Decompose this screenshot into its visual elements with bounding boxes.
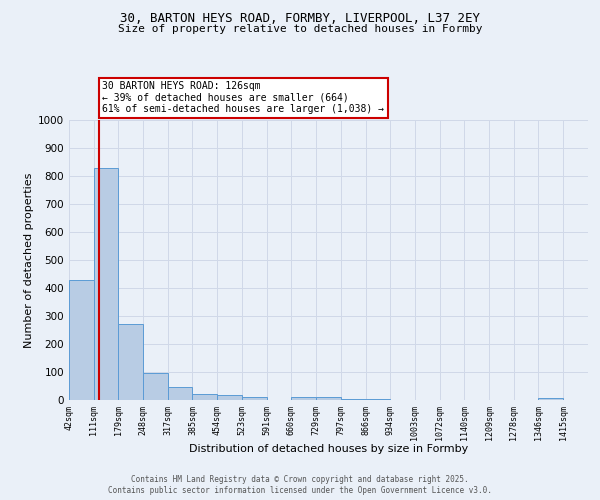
Bar: [242, 396, 266, 400]
Text: Size of property relative to detached houses in Formby: Size of property relative to detached ho…: [118, 24, 482, 34]
Bar: [193, 394, 217, 400]
Text: 30 BARTON HEYS ROAD: 126sqm
← 39% of detached houses are smaller (664)
61% of se: 30 BARTON HEYS ROAD: 126sqm ← 39% of det…: [102, 81, 384, 114]
Bar: [341, 398, 365, 400]
Bar: [118, 324, 143, 400]
Bar: [168, 388, 193, 400]
Bar: [94, 168, 118, 400]
Text: 30, BARTON HEYS ROAD, FORMBY, LIVERPOOL, L37 2EY: 30, BARTON HEYS ROAD, FORMBY, LIVERPOOL,…: [120, 12, 480, 26]
Bar: [69, 280, 94, 400]
Bar: [538, 398, 563, 400]
Bar: [316, 397, 341, 400]
Bar: [292, 397, 316, 400]
Bar: [365, 398, 390, 400]
Text: Contains public sector information licensed under the Open Government Licence v3: Contains public sector information licen…: [108, 486, 492, 495]
X-axis label: Distribution of detached houses by size in Formby: Distribution of detached houses by size …: [189, 444, 468, 454]
Bar: [143, 373, 168, 400]
Text: Contains HM Land Registry data © Crown copyright and database right 2025.: Contains HM Land Registry data © Crown c…: [131, 475, 469, 484]
Y-axis label: Number of detached properties: Number of detached properties: [24, 172, 34, 348]
Bar: [217, 395, 242, 400]
